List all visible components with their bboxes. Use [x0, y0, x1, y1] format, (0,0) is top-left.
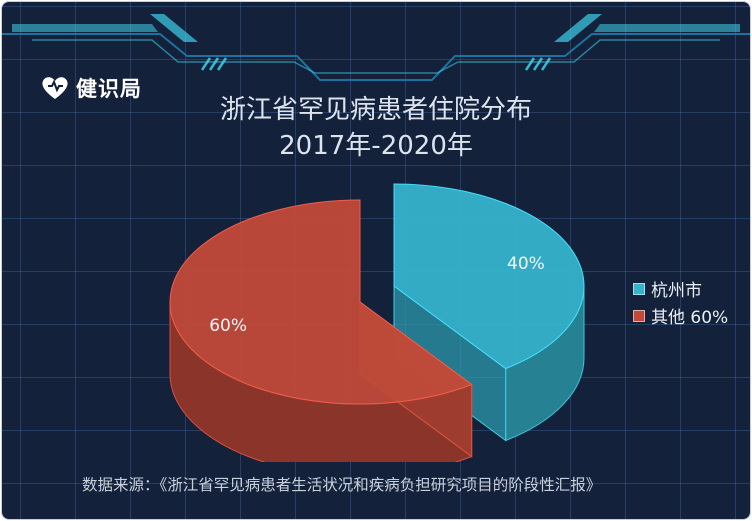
- pie-chart: 40% 60%: [169, 183, 585, 462]
- legend-item-other: 其他 60%: [633, 302, 728, 329]
- slice-top-other: [169, 199, 473, 405]
- brand-name: 健识局: [76, 77, 142, 101]
- slice-label-hangzhou: 40%: [507, 254, 545, 274]
- legend-swatch-other: [633, 309, 645, 322]
- legend-swatch-hangzhou: [633, 282, 645, 295]
- slice-label-other: 60%: [209, 316, 247, 336]
- header-decoration: [2, 14, 750, 81]
- title-line-2: 2017年-2020年: [279, 131, 473, 161]
- heart-logo-icon: [42, 77, 68, 99]
- pie-tops: [169, 183, 585, 405]
- data-source: 数据来源：《浙江省罕见病患者生活状况和疾病负担研究项目的阶段性汇报》: [82, 476, 602, 494]
- legend: 杭州市 其他 60%: [633, 275, 728, 329]
- pie-labels: 40% 60%: [209, 254, 545, 336]
- slice-top-hangzhou: [393, 183, 585, 370]
- brand-logo: 健识局: [40, 72, 142, 104]
- legend-label-other: 其他 60%: [651, 308, 729, 328]
- legend-label-hangzhou: 杭州市: [651, 281, 702, 301]
- title-line-1: 浙江省罕见病患者住院分布: [219, 95, 532, 125]
- chart-title: 浙江省罕见病患者住院分布 2017年-2020年: [2, 92, 750, 164]
- legend-item-hangzhou: 杭州市: [633, 275, 728, 302]
